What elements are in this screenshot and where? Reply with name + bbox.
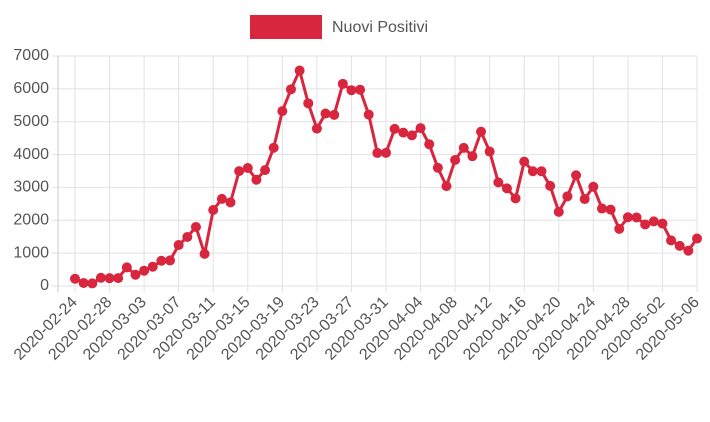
data-point [208, 205, 219, 216]
y-tick-label: 6000 [13, 80, 49, 97]
data-point [329, 109, 340, 120]
data-point [406, 130, 417, 141]
data-point [381, 147, 391, 158]
data-point [683, 245, 694, 256]
data-point [104, 273, 115, 284]
y-tick-label: 2000 [13, 212, 49, 229]
data-point [389, 123, 400, 134]
data-point [571, 170, 582, 181]
data-point [467, 151, 478, 162]
data-point [242, 163, 253, 174]
data-point [562, 191, 573, 202]
data-point [458, 142, 469, 153]
data-point [355, 84, 366, 95]
data-point [277, 106, 288, 117]
y-tick-label: 5000 [13, 113, 49, 130]
data-point [225, 197, 236, 208]
data-point [476, 126, 487, 137]
data-point [631, 212, 642, 223]
data-point [190, 221, 201, 232]
data-point [424, 139, 435, 150]
data-point [648, 216, 659, 227]
data-point [493, 177, 504, 188]
data-point [311, 123, 322, 134]
data-point [640, 219, 651, 230]
data-point [398, 127, 409, 138]
data-point [372, 147, 383, 158]
y-tick-label: 4000 [13, 146, 49, 163]
data-point [450, 154, 461, 165]
data-point [199, 248, 210, 259]
data-point [579, 194, 590, 205]
data-point [596, 203, 607, 214]
data-point [536, 166, 547, 177]
data-point [553, 206, 564, 217]
data-point [484, 146, 495, 157]
data-point [510, 193, 521, 204]
data-point [346, 85, 357, 96]
data-point [337, 78, 348, 89]
data-point [605, 204, 616, 215]
data-point [432, 162, 443, 173]
data-point [216, 193, 227, 204]
data-point [234, 166, 245, 177]
data-point [130, 269, 141, 280]
data-point [294, 65, 305, 76]
data-point [303, 98, 314, 109]
data-point [545, 180, 556, 191]
data-point [614, 223, 625, 234]
data-point [147, 261, 158, 272]
legend-swatch [250, 15, 322, 39]
data-point [320, 108, 331, 119]
data-point [70, 273, 80, 284]
y-tick-label: 0 [40, 277, 49, 294]
data-point [251, 174, 262, 185]
data-point [78, 277, 89, 288]
legend-label: Nuovi Positivi [332, 19, 428, 36]
y-tick-label: 1000 [13, 244, 49, 261]
data-point [666, 235, 677, 246]
data-point [692, 233, 702, 244]
data-point [182, 231, 193, 242]
data-point [113, 273, 124, 284]
data-point [268, 142, 279, 153]
data-point [622, 212, 633, 223]
y-tick-label: 3000 [13, 179, 49, 196]
data-point [415, 123, 426, 134]
data-point [588, 181, 599, 192]
data-point [441, 181, 452, 192]
data-point [260, 165, 271, 176]
data-point [156, 255, 167, 266]
data-point [87, 278, 98, 289]
data-point [139, 265, 150, 276]
y-tick-label: 7000 [13, 47, 49, 64]
data-point [95, 272, 106, 283]
data-point [285, 84, 296, 95]
data-point [657, 218, 668, 229]
data-point [519, 156, 530, 167]
data-point [527, 166, 538, 177]
data-point [165, 255, 176, 266]
data-point [674, 240, 685, 251]
data-point [501, 183, 512, 194]
data-point [173, 240, 184, 251]
data-point [363, 109, 374, 120]
data-point [121, 262, 132, 273]
